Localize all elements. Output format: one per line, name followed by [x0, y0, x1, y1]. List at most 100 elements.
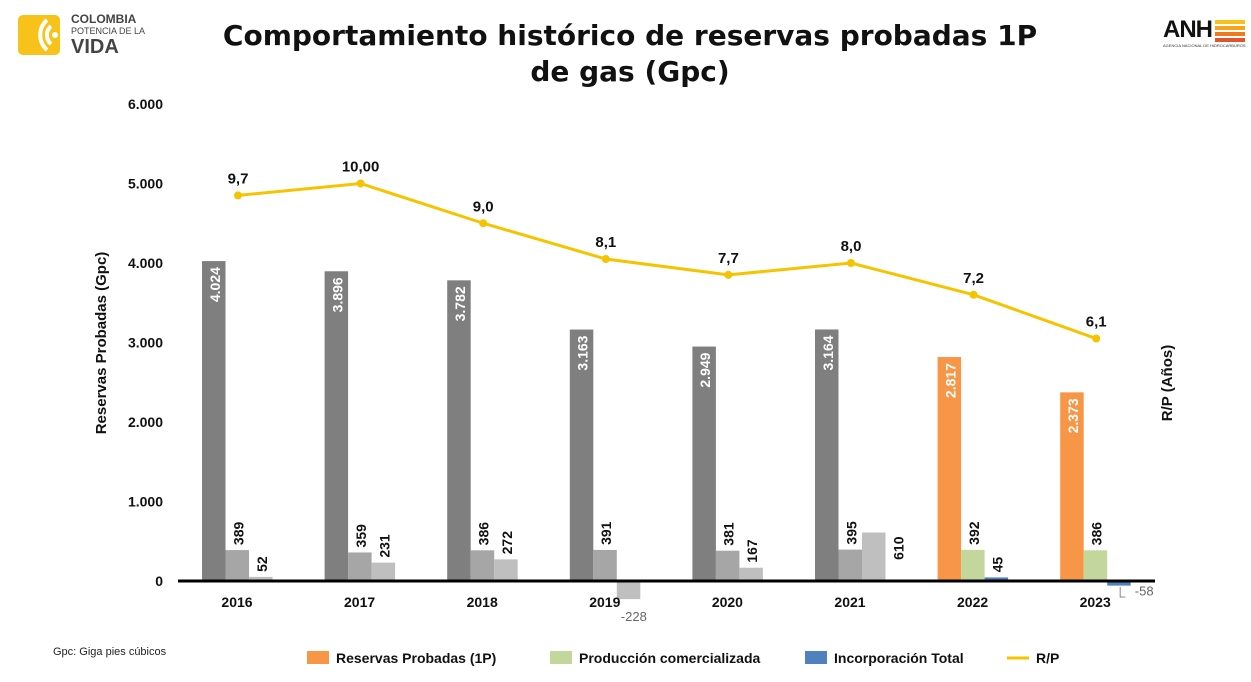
bar-production	[470, 550, 495, 581]
logo-text-2: POTENCIA DE LA	[71, 26, 146, 36]
rp-label: 9,0	[473, 198, 494, 215]
bar-reserves	[815, 329, 839, 581]
bar-production	[348, 552, 372, 581]
data-label: 395	[843, 521, 859, 545]
rp-line	[237, 181, 1097, 340]
data-label: 3.782	[452, 286, 468, 321]
bar-reserves	[1060, 392, 1084, 581]
rp-point	[969, 290, 978, 299]
bar-incorporation	[1107, 581, 1131, 586]
rp-label: 10,00	[342, 159, 380, 176]
bar-production	[961, 549, 985, 581]
data-label: 381	[721, 522, 737, 546]
rp-point	[847, 259, 855, 267]
y-tick-label: 5.000	[128, 176, 163, 192]
bar-incorporation	[984, 577, 1009, 581]
legend-label: Reservas Probadas (1P)	[336, 650, 496, 666]
legend-swatch	[550, 651, 572, 664]
bar-incorporation	[616, 581, 641, 600]
legend-label: R/P	[1036, 650, 1059, 666]
rp-point	[479, 219, 488, 228]
leader-line	[1119, 587, 1126, 598]
bar-incorporation	[494, 559, 518, 581]
x-tick-label: 2023	[1080, 594, 1111, 610]
data-label: -228	[621, 609, 647, 624]
chart-title: Comportamiento histórico de reservas pro…	[222, 19, 1038, 88]
anh-logo: ANH AGENCIA NACIONAL DE HIDROCARBUROS	[1163, 16, 1248, 50]
y-tick-label: 1.000	[128, 494, 163, 510]
x-tick-label: 2017	[344, 594, 375, 610]
rp-label: 7,2	[963, 270, 984, 287]
bar-incorporation	[739, 567, 763, 581]
data-label: 2.373	[1065, 398, 1081, 433]
bar-reserves	[202, 261, 226, 581]
bar-incorporation	[371, 562, 396, 581]
bar-incorporation	[249, 576, 273, 581]
rp-label: 7,7	[718, 250, 739, 267]
y-tick-label: 2.000	[128, 414, 163, 430]
bar-reserves	[937, 357, 962, 581]
x-tick-label: 2016	[221, 594, 252, 610]
logo-text-3: VIDA	[71, 36, 119, 58]
bar-reserves	[692, 346, 716, 581]
data-label: 272	[499, 531, 515, 555]
y-axis-label: Reservas Probadas (Gpc)	[93, 252, 110, 435]
footnote: Gpc: Giga pies cúbicos	[53, 646, 167, 658]
data-label: 4.024	[207, 267, 223, 302]
legend-swatch	[805, 651, 827, 664]
data-label: 3.163	[575, 335, 591, 370]
data-label: 391	[598, 521, 614, 545]
legend-label: Producción comercializada	[579, 650, 760, 666]
bar-reserves	[324, 271, 349, 581]
rp-label: 9,7	[228, 170, 249, 187]
data-label: -58	[1135, 584, 1154, 599]
bar-production	[715, 550, 740, 581]
x-tick-label: 2022	[957, 594, 988, 610]
y-tick-label: 4.000	[128, 255, 163, 271]
bar-reserves	[569, 329, 594, 581]
data-label: 52	[254, 556, 270, 572]
data-label: 2.949	[697, 352, 713, 387]
legend-label: Incorporación Total	[834, 650, 964, 666]
bar-production	[838, 549, 862, 581]
rp-point	[1092, 334, 1101, 343]
bar-production	[225, 550, 249, 581]
data-label: 3.164	[820, 335, 836, 370]
y-tick-label: 6.000	[128, 96, 163, 112]
rp-label: 8,0	[841, 238, 862, 255]
data-label: 386	[1088, 522, 1104, 546]
anh-logo-text: ANH	[1163, 16, 1213, 43]
anh-logo-subtext: AGENCIA NACIONAL DE HIDROCARBUROS	[1163, 43, 1246, 48]
bar-reserves	[447, 280, 471, 581]
anh-stripes-icon	[1215, 20, 1245, 42]
colombia-logo: COLOMBIA POTENCIA DE LA VIDA	[17, 12, 157, 58]
legend-swatch	[307, 651, 329, 664]
data-label: 3.896	[329, 277, 345, 312]
bar-production	[1083, 550, 1108, 581]
data-label: 45	[989, 557, 1005, 573]
rp-point	[601, 255, 610, 264]
colombia-logo-icon	[18, 15, 60, 55]
rp-point	[724, 270, 733, 279]
x-tick-label: 2019	[589, 594, 620, 610]
logo-text-1: COLOMBIA	[71, 12, 137, 26]
data-label: 610	[891, 536, 907, 560]
x-tick-label: 2018	[467, 594, 498, 610]
rp-label: 6,1	[1086, 314, 1107, 331]
data-label: 2.817	[942, 363, 958, 398]
x-tick-label: 2021	[834, 594, 865, 610]
data-label: 231	[376, 534, 392, 558]
data-label: 359	[353, 524, 369, 548]
rp-point	[234, 191, 242, 200]
rp-label: 8,1	[595, 234, 616, 251]
x-tick-label: 2020	[712, 594, 743, 610]
y-tick-label: 3.000	[128, 335, 163, 351]
bar-incorporation	[862, 532, 886, 581]
data-label: 386	[475, 522, 491, 546]
bar-production	[593, 549, 617, 581]
data-label: 392	[966, 521, 982, 545]
rp-point	[356, 179, 365, 188]
y2-axis-label: R/P (Años)	[1159, 345, 1176, 421]
y-tick-label: 0	[155, 573, 163, 589]
